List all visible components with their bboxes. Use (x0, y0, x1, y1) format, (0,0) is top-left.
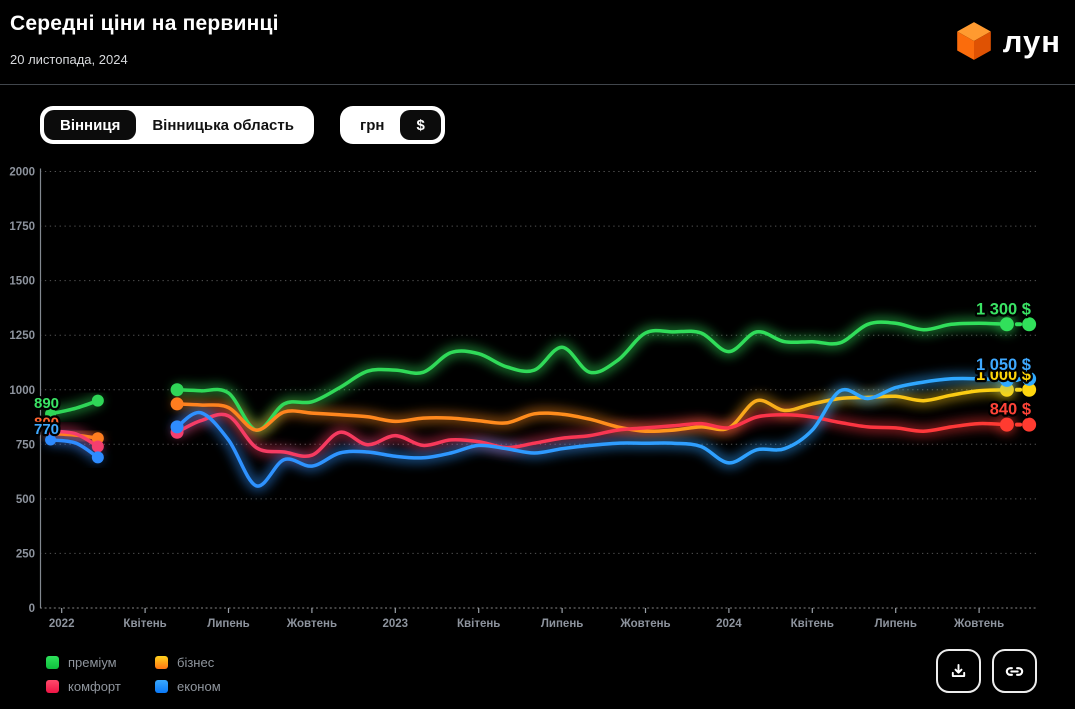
link-icon (1005, 666, 1024, 676)
svg-text:770: 770 (34, 421, 59, 438)
svg-text:1 050 $: 1 050 $ (976, 356, 1031, 374)
svg-text:1 000 $: 1 000 $ (976, 366, 1031, 384)
cube-logo-icon (956, 22, 991, 60)
legend-swatch (155, 679, 168, 693)
legend-label: бізнес (177, 654, 215, 670)
controls-row: Вінниця Вінницька область грн $ (40, 106, 445, 144)
svg-text:Липень: Липень (874, 618, 917, 630)
svg-text:1750: 1750 (9, 221, 35, 233)
svg-text:Квітень: Квітень (457, 618, 500, 630)
svg-text:2022: 2022 (49, 618, 75, 630)
price-chart[interactable]: 0 250 500 750 1000 1250 1500 1750 2000 2022 Квітен… (0, 160, 1075, 640)
legend-swatch (155, 655, 168, 669)
download-icon (951, 663, 966, 677)
toggle-currency-uah[interactable]: грн (344, 110, 400, 140)
svg-text:Жовтень: Жовтень (286, 618, 337, 630)
legend-swatch (46, 655, 59, 669)
svg-text:Липень: Липень (541, 618, 584, 630)
svg-text:800: 800 (34, 414, 59, 431)
currency-toggle: грн $ (339, 106, 445, 144)
legend-item-1: преміум (46, 650, 155, 674)
svg-text:500: 500 (16, 494, 35, 506)
svg-text:1 300 $: 1 300 $ (976, 300, 1031, 318)
legend-swatch (46, 679, 59, 693)
lun-logo[interactable]: лун (955, 20, 1061, 62)
svg-text:Жовтень: Жовтень (953, 618, 1004, 630)
download-button[interactable] (936, 649, 981, 693)
toggle-city-vinnytsia[interactable]: Вінниця (44, 110, 137, 140)
svg-text:1500: 1500 (9, 276, 35, 288)
legend-item-4: економ (155, 674, 221, 698)
legend-item-3: комфорт (46, 674, 155, 698)
svg-text:Жовтень: Жовтень (619, 618, 670, 630)
chart-legend: преміум бізнес комфорт економ (46, 650, 221, 698)
svg-text:2024: 2024 (716, 618, 742, 630)
toggle-currency-usd[interactable]: $ (400, 110, 441, 140)
svg-text:2000: 2000 (9, 167, 35, 179)
svg-text:1250: 1250 (9, 330, 35, 342)
toggle-city-region[interactable]: Вінницька область (136, 110, 310, 140)
svg-text:2023: 2023 (383, 618, 409, 630)
page-title: Середні ціни на первинці (10, 12, 279, 35)
city-toggle: Вінниця Вінницька область (40, 106, 314, 144)
header: Середні ціни на первинці 20 листопада, 2… (0, 0, 1075, 85)
svg-text:1000: 1000 (9, 385, 35, 397)
legend-item-2: бізнес (155, 650, 221, 674)
svg-text:Липень: Липень (207, 618, 250, 630)
svg-text:Квітень: Квітень (791, 618, 834, 630)
legend-label: економ (177, 678, 221, 694)
svg-text:250: 250 (16, 548, 35, 560)
svg-text:890: 890 (34, 395, 59, 412)
svg-text:840 $: 840 $ (990, 401, 1031, 419)
footer-buttons (936, 649, 1037, 693)
svg-text:Квітень: Квітень (123, 618, 166, 630)
legend-label: преміум (68, 654, 117, 670)
logo-text: лун (1002, 23, 1061, 59)
svg-text:750: 750 (16, 439, 35, 451)
date-label: 20 листопада, 2024 (10, 52, 128, 67)
copy-link-button[interactable] (992, 649, 1037, 693)
legend-label: комфорт (68, 678, 121, 694)
svg-text:0: 0 (29, 603, 35, 615)
